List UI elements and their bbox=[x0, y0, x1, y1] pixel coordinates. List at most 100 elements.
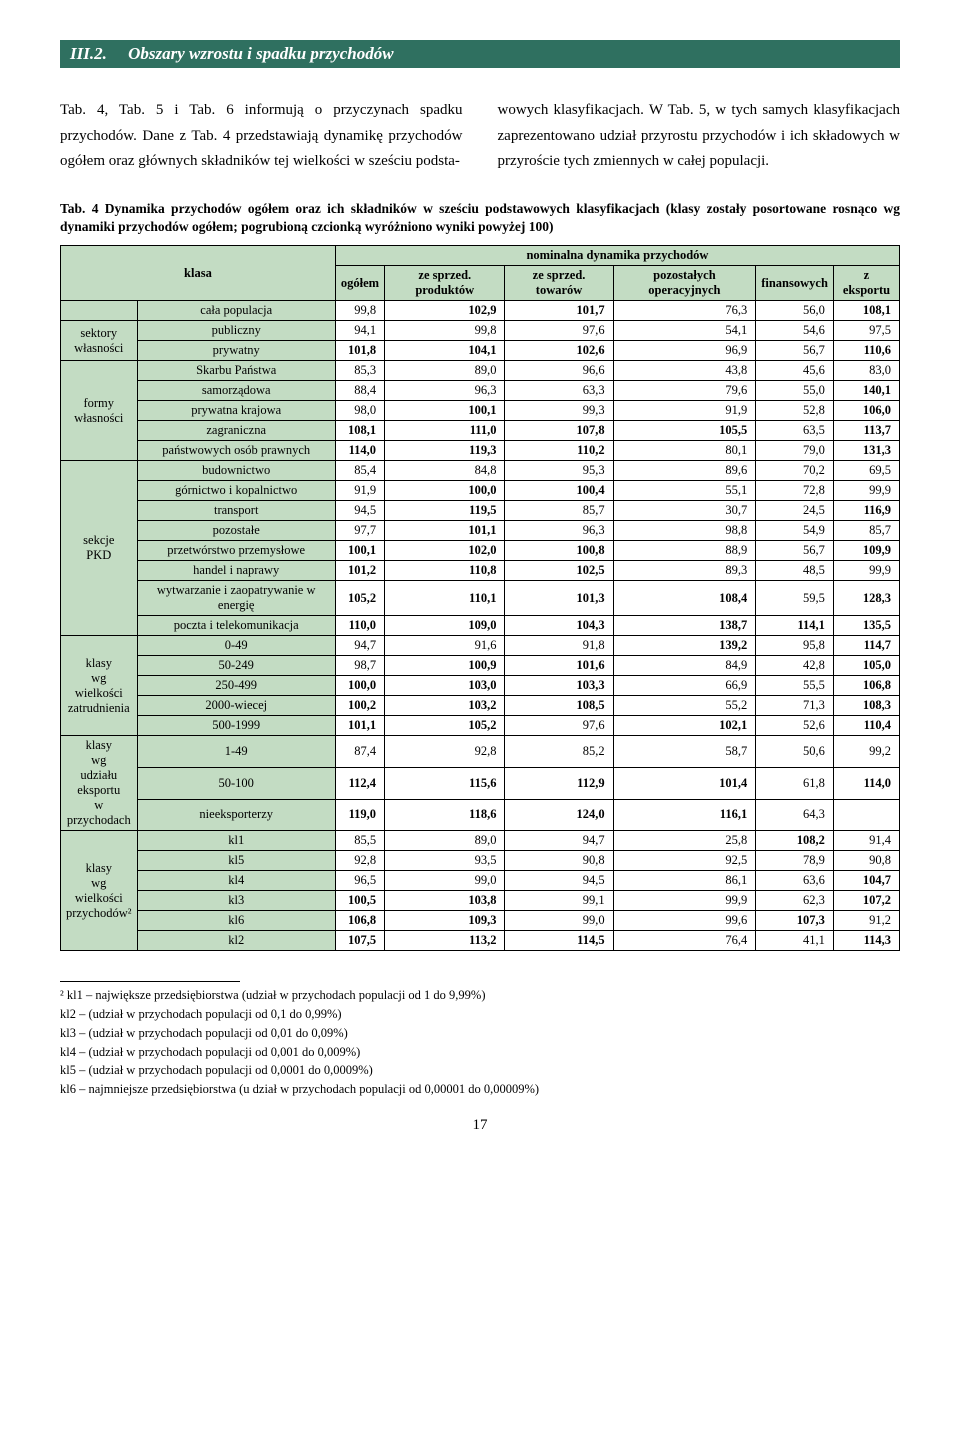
data-cell: 105,5 bbox=[613, 421, 756, 441]
row-klasa: 1-49 bbox=[137, 736, 335, 768]
data-cell: 102,6 bbox=[505, 341, 613, 361]
footnote-line: kl5 – (udział w przychodach populacji od… bbox=[60, 1061, 900, 1080]
row-klasa: poczta i telekomunikacja bbox=[137, 616, 335, 636]
data-cell: 116,1 bbox=[613, 799, 756, 831]
data-cell: 104,7 bbox=[833, 871, 899, 891]
data-cell: 111,0 bbox=[385, 421, 505, 441]
data-cell: 108,1 bbox=[833, 301, 899, 321]
data-cell: 107,2 bbox=[833, 891, 899, 911]
data-cell bbox=[833, 799, 899, 831]
data-cell: 99,1 bbox=[505, 891, 613, 911]
data-cell: 85,3 bbox=[335, 361, 384, 381]
data-cell: 114,0 bbox=[833, 767, 899, 799]
table-row: 250-499100,0103,0103,366,955,5106,8 bbox=[61, 676, 900, 696]
data-cell: 118,6 bbox=[385, 799, 505, 831]
data-cell: 88,9 bbox=[613, 541, 756, 561]
data-cell: 99,0 bbox=[385, 871, 505, 891]
data-cell: 89,6 bbox=[613, 461, 756, 481]
footnote-line: kl2 – (udział w przychodach populacji od… bbox=[60, 1005, 900, 1024]
table-row: transport94,5119,585,730,724,5116,9 bbox=[61, 501, 900, 521]
data-cell: 107,8 bbox=[505, 421, 613, 441]
data-cell: 114,7 bbox=[833, 636, 899, 656]
section-header: III.2. Obszary wzrostu i spadku przychod… bbox=[60, 40, 900, 68]
data-cell: 101,6 bbox=[505, 656, 613, 676]
data-cell: 101,3 bbox=[505, 581, 613, 616]
group-label bbox=[61, 301, 138, 321]
section-title: Obszary wzrostu i spadku przychodów bbox=[128, 44, 393, 63]
data-cell: 99,8 bbox=[335, 301, 384, 321]
data-cell: 50,6 bbox=[756, 736, 834, 768]
row-klasa: nieeksporterzy bbox=[137, 799, 335, 831]
table-row: nieeksporterzy119,0118,6124,0116,164,3 bbox=[61, 799, 900, 831]
data-cell: 86,1 bbox=[613, 871, 756, 891]
data-cell: 109,0 bbox=[385, 616, 505, 636]
data-cell: 139,2 bbox=[613, 636, 756, 656]
data-cell: 110,1 bbox=[385, 581, 505, 616]
row-klasa: cała populacja bbox=[137, 301, 335, 321]
table-row: klasywgwielkościzatrudnienia0-4994,791,6… bbox=[61, 636, 900, 656]
data-cell: 110,4 bbox=[833, 716, 899, 736]
group-label: formywłasności bbox=[61, 361, 138, 461]
data-cell: 106,8 bbox=[833, 676, 899, 696]
data-cell: 100,0 bbox=[335, 676, 384, 696]
table-row: państwowych osób prawnych114,0119,3110,2… bbox=[61, 441, 900, 461]
data-cell: 92,5 bbox=[613, 851, 756, 871]
data-cell: 110,2 bbox=[505, 441, 613, 461]
data-cell: 104,3 bbox=[505, 616, 613, 636]
table-row: kl6106,8109,399,099,6107,391,2 bbox=[61, 911, 900, 931]
data-cell: 94,7 bbox=[505, 831, 613, 851]
row-klasa: 2000-wiecej bbox=[137, 696, 335, 716]
group-label: klasywgudziałueksportuwprzychodach bbox=[61, 736, 138, 831]
table-row: górnictwo i kopalnictwo91,9100,0100,455,… bbox=[61, 481, 900, 501]
footnote-line: ² kl1 – największe przedsiębiorstwa (udz… bbox=[60, 986, 900, 1005]
data-cell: 100,1 bbox=[335, 541, 384, 561]
data-cell: 96,6 bbox=[505, 361, 613, 381]
data-cell: 55,0 bbox=[756, 381, 834, 401]
data-cell: 99,2 bbox=[833, 736, 899, 768]
table-row: 2000-wiecej100,2103,2108,555,271,3108,3 bbox=[61, 696, 900, 716]
data-cell: 100,5 bbox=[335, 891, 384, 911]
data-cell: 90,8 bbox=[833, 851, 899, 871]
group-label: klasywgwielkościprzychodów² bbox=[61, 831, 138, 951]
body-paragraph: Tab. 4, Tab. 5 i Tab. 6 informują o przy… bbox=[60, 98, 900, 175]
data-cell: 61,8 bbox=[756, 767, 834, 799]
table-header: klasa nominalna dynamika przychodów ogół… bbox=[61, 246, 900, 301]
data-cell: 109,3 bbox=[385, 911, 505, 931]
data-cell: 102,5 bbox=[505, 561, 613, 581]
row-klasa: 250-499 bbox=[137, 676, 335, 696]
data-cell: 76,4 bbox=[613, 931, 756, 951]
table-row: formywłasnościSkarbu Państwa85,389,096,6… bbox=[61, 361, 900, 381]
data-cell: 119,3 bbox=[385, 441, 505, 461]
data-cell: 105,0 bbox=[833, 656, 899, 676]
data-cell: 76,3 bbox=[613, 301, 756, 321]
data-cell: 114,0 bbox=[335, 441, 384, 461]
footnote-line: kl3 – (udział w przychodach populacji od… bbox=[60, 1024, 900, 1043]
table-row: prywatny101,8104,1102,696,956,7110,6 bbox=[61, 341, 900, 361]
data-cell: 114,3 bbox=[833, 931, 899, 951]
data-cell: 116,9 bbox=[833, 501, 899, 521]
data-cell: 25,8 bbox=[613, 831, 756, 851]
data-cell: 88,4 bbox=[335, 381, 384, 401]
paragraph-left: Tab. 4, Tab. 5 i Tab. 6 informują o przy… bbox=[60, 98, 463, 175]
data-cell: 59,5 bbox=[756, 581, 834, 616]
data-cell: 85,5 bbox=[335, 831, 384, 851]
row-klasa: 50-249 bbox=[137, 656, 335, 676]
row-klasa: kl3 bbox=[137, 891, 335, 911]
data-cell: 112,4 bbox=[335, 767, 384, 799]
data-cell: 56,7 bbox=[756, 541, 834, 561]
data-cell: 98,8 bbox=[613, 521, 756, 541]
row-klasa: wytwarzanie i zaopatrywanie w energię bbox=[137, 581, 335, 616]
row-klasa: prywatny bbox=[137, 341, 335, 361]
data-cell: 78,9 bbox=[756, 851, 834, 871]
data-cell: 103,8 bbox=[385, 891, 505, 911]
data-cell: 92,8 bbox=[385, 736, 505, 768]
data-cell: 114,5 bbox=[505, 931, 613, 951]
data-cell: 100,8 bbox=[505, 541, 613, 561]
data-cell: 131,3 bbox=[833, 441, 899, 461]
data-cell: 97,7 bbox=[335, 521, 384, 541]
table-row: kl496,599,094,586,163,6104,7 bbox=[61, 871, 900, 891]
table-row: przetwórstwo przemysłowe100,1102,0100,88… bbox=[61, 541, 900, 561]
table-row: handel i naprawy101,2110,8102,589,348,59… bbox=[61, 561, 900, 581]
data-cell: 94,1 bbox=[335, 321, 384, 341]
table-row: pozostałe97,7101,196,398,854,985,7 bbox=[61, 521, 900, 541]
